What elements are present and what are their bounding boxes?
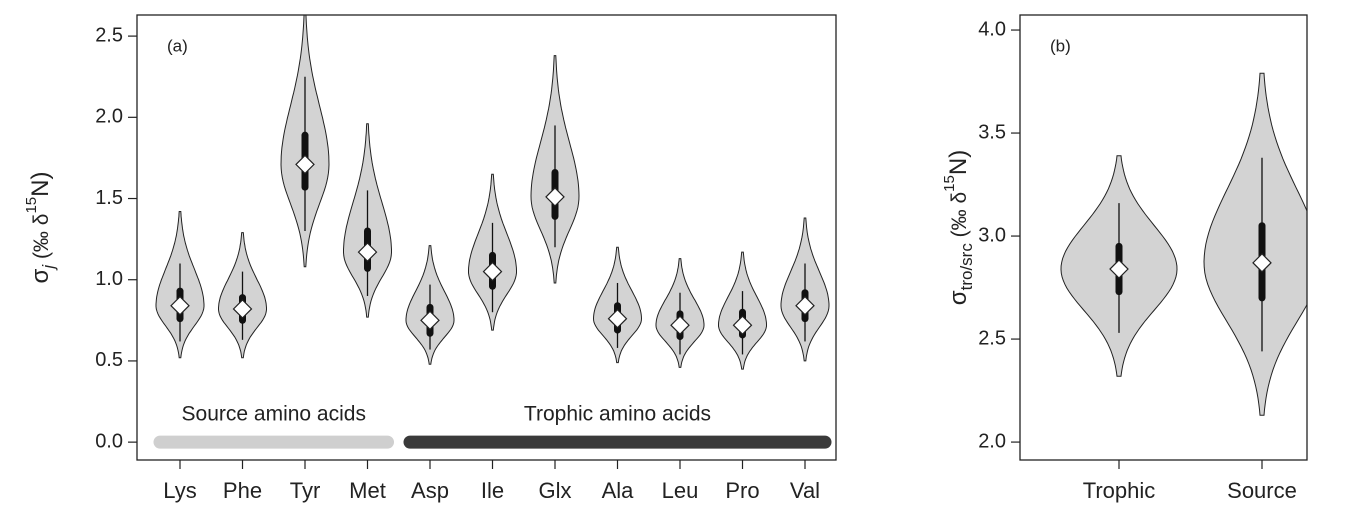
x-tick-label: Phe <box>223 478 262 503</box>
y-tick-label: 0.5 <box>95 349 123 371</box>
y-tick-label: 0.0 <box>95 430 123 452</box>
y-axis-label-part: 15 <box>941 175 958 192</box>
violin <box>1203 72 1307 416</box>
y-tick-label: 2.0 <box>978 430 1006 452</box>
y-tick-label: 2.5 <box>95 24 123 46</box>
x-tick-label: Val <box>790 478 820 503</box>
y-axis-label-part: 15 <box>23 197 40 214</box>
x-tick-label: Pro <box>725 478 759 503</box>
y-tick-label: 3.5 <box>978 121 1006 143</box>
y-tick-label: 4.0 <box>978 18 1006 40</box>
median-marker <box>295 154 315 175</box>
y-tick-label: 1.5 <box>95 187 123 209</box>
median-marker <box>670 315 690 336</box>
y-axis-label: σj (‰ δ15N) <box>23 172 59 284</box>
panel-label: (a) <box>167 36 188 55</box>
median-marker <box>545 187 565 207</box>
median-marker <box>607 308 628 329</box>
group-label: Source amino acids <box>182 403 366 426</box>
median-marker <box>1109 259 1129 279</box>
x-tick-label: Ile <box>481 478 504 503</box>
plot-frame <box>136 14 837 461</box>
x-tick-label: Source <box>1227 478 1297 503</box>
y-axis-label-part: (‰ δ <box>948 192 971 243</box>
y-axis-label-part: N) <box>27 172 54 197</box>
y-axis-label-part: (‰ δ <box>30 214 53 265</box>
y-axis-label-part: σ <box>27 268 54 283</box>
y-tick-label: 2.0 <box>95 106 123 128</box>
y-axis-label-part: j <box>39 264 58 271</box>
median-marker <box>420 310 440 331</box>
x-tick-label: Tyr <box>290 478 321 503</box>
median-marker <box>357 242 378 262</box>
y-axis-label-part: N) <box>945 150 972 175</box>
panel-label: (b) <box>1050 36 1071 55</box>
x-tick-label: Met <box>349 478 386 503</box>
median-marker <box>795 295 815 316</box>
x-tick-label: Lys <box>163 478 196 503</box>
y-tick-label: 3.0 <box>978 224 1006 246</box>
median-marker <box>482 261 503 282</box>
group-label: Trophic amino acids <box>524 403 711 426</box>
y-axis-label-part: tro/src <box>957 243 976 291</box>
y-axis-label: σtro/src (‰ δ15N) <box>941 150 977 305</box>
x-tick-label: Asp <box>411 478 449 503</box>
plot-area <box>1060 72 1307 416</box>
median-marker <box>170 295 190 316</box>
x-tick-label: Trophic <box>1083 478 1156 503</box>
plot-frame <box>1019 14 1308 461</box>
median-marker <box>732 315 753 336</box>
y-axis-label-part: σ <box>945 290 972 305</box>
y-tick-label: 2.5 <box>978 327 1006 349</box>
x-tick-label: Glx <box>539 478 572 503</box>
median-marker <box>1252 252 1272 273</box>
y-tick-label: 1.0 <box>95 268 123 290</box>
plot-area <box>155 15 830 370</box>
x-tick-label: Leu <box>662 478 699 503</box>
x-tick-label: Ala <box>602 478 635 503</box>
median-marker <box>232 299 253 319</box>
